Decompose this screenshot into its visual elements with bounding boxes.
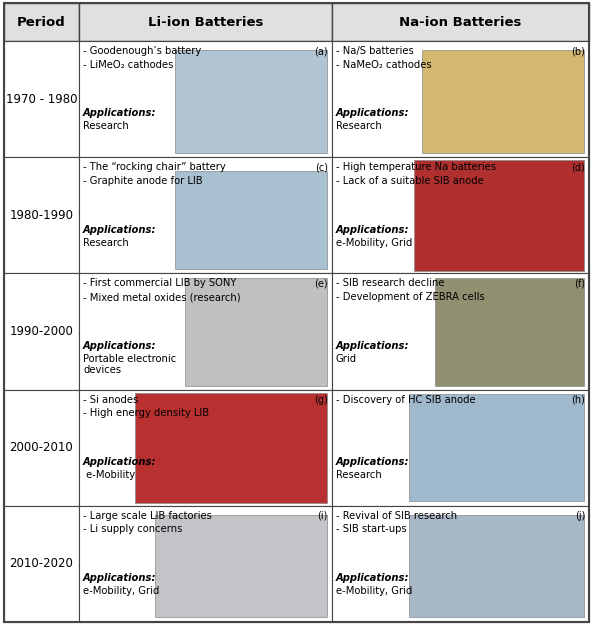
Text: - The “rocking chair” battery
- Graphite anode for LIB: - The “rocking chair” battery - Graphite… xyxy=(83,162,226,186)
Bar xyxy=(435,278,584,386)
Bar xyxy=(79,506,332,622)
Text: Li-ion Batteries: Li-ion Batteries xyxy=(148,16,263,29)
Text: 2000-2010: 2000-2010 xyxy=(9,441,74,454)
Text: Research: Research xyxy=(83,121,129,131)
Text: 1970 - 1980: 1970 - 1980 xyxy=(6,92,77,106)
Text: Applications:: Applications: xyxy=(336,224,410,234)
Bar xyxy=(409,394,584,501)
Bar xyxy=(79,158,332,273)
Text: - Si anodes
- High energy density LIB: - Si anodes - High energy density LIB xyxy=(83,394,209,418)
Text: (b): (b) xyxy=(571,46,585,56)
Text: - SIB research decline
- Development of ZEBRA cells: - SIB research decline - Development of … xyxy=(336,278,484,302)
Bar xyxy=(332,273,589,389)
Text: Research: Research xyxy=(336,121,382,131)
Text: - Discovery of HC SIB anode: - Discovery of HC SIB anode xyxy=(336,394,476,404)
Text: (e): (e) xyxy=(314,278,328,288)
Text: (d): (d) xyxy=(571,162,585,172)
Text: e-Mobility: e-Mobility xyxy=(83,470,135,480)
Bar xyxy=(4,41,79,158)
Text: (g): (g) xyxy=(314,394,328,404)
Text: Applications:: Applications: xyxy=(336,108,410,118)
Text: (i): (i) xyxy=(318,511,328,521)
Text: 1990-2000: 1990-2000 xyxy=(9,325,74,338)
Bar xyxy=(415,159,584,271)
Bar xyxy=(79,273,332,389)
Bar xyxy=(409,515,584,618)
Text: Applications:: Applications: xyxy=(83,224,157,234)
Text: Applications:: Applications: xyxy=(83,457,157,467)
Text: (f): (f) xyxy=(574,278,585,288)
Text: e-Mobility, Grid: e-Mobility, Grid xyxy=(336,238,412,248)
Bar xyxy=(79,3,332,41)
Text: (j): (j) xyxy=(575,511,585,521)
Bar xyxy=(332,506,589,622)
Text: (c): (c) xyxy=(315,162,328,172)
Text: Applications:: Applications: xyxy=(336,573,410,583)
Bar xyxy=(332,158,589,273)
Text: Period: Period xyxy=(17,16,66,29)
Text: Applications:: Applications: xyxy=(336,341,410,351)
Bar xyxy=(422,50,584,152)
Text: - Goodenough’s battery
- LiMeO₂ cathodes: - Goodenough’s battery - LiMeO₂ cathodes xyxy=(83,46,201,69)
Bar xyxy=(4,273,79,389)
Text: Applications:: Applications: xyxy=(83,341,157,351)
Bar xyxy=(332,389,589,506)
Text: Portable electronic
devices: Portable electronic devices xyxy=(83,354,176,376)
Text: (h): (h) xyxy=(571,394,585,404)
Bar xyxy=(175,171,327,269)
Bar xyxy=(155,515,327,618)
Text: Research: Research xyxy=(83,238,129,248)
Bar xyxy=(185,278,327,386)
Bar xyxy=(175,50,327,152)
Bar xyxy=(4,158,79,273)
Bar xyxy=(332,3,589,41)
Text: - Revival of SIB research
- SIB start-ups: - Revival of SIB research - SIB start-up… xyxy=(336,511,457,534)
Text: 2010-2020: 2010-2020 xyxy=(9,558,74,571)
Bar xyxy=(4,389,79,506)
Bar xyxy=(135,393,327,504)
Text: Research: Research xyxy=(336,470,382,480)
Text: - Large scale LIB factories
- Li supply concerns: - Large scale LIB factories - Li supply … xyxy=(83,511,212,534)
Bar xyxy=(79,389,332,506)
Text: 1980-1990: 1980-1990 xyxy=(9,209,74,222)
Bar xyxy=(332,41,589,158)
Text: - First commercial LIB by SONY
- Mixed metal oxides (research): - First commercial LIB by SONY - Mixed m… xyxy=(83,278,241,302)
Bar xyxy=(4,3,79,41)
Text: Applications:: Applications: xyxy=(83,573,157,583)
Text: - Na/S batteries
- NaMeO₂ cathodes: - Na/S batteries - NaMeO₂ cathodes xyxy=(336,46,432,69)
Bar xyxy=(79,41,332,158)
Text: - High temperature Na batteries
- Lack of a suitable SIB anode: - High temperature Na batteries - Lack o… xyxy=(336,162,496,186)
Text: (a): (a) xyxy=(314,46,328,56)
Text: e-Mobility, Grid: e-Mobility, Grid xyxy=(336,586,412,596)
Text: e-Mobility, Grid: e-Mobility, Grid xyxy=(83,586,160,596)
Text: Applications:: Applications: xyxy=(336,457,410,467)
Text: Na-ion Batteries: Na-ion Batteries xyxy=(399,16,522,29)
Text: Applications:: Applications: xyxy=(83,108,157,118)
Text: Grid: Grid xyxy=(336,354,357,364)
Bar xyxy=(4,506,79,622)
